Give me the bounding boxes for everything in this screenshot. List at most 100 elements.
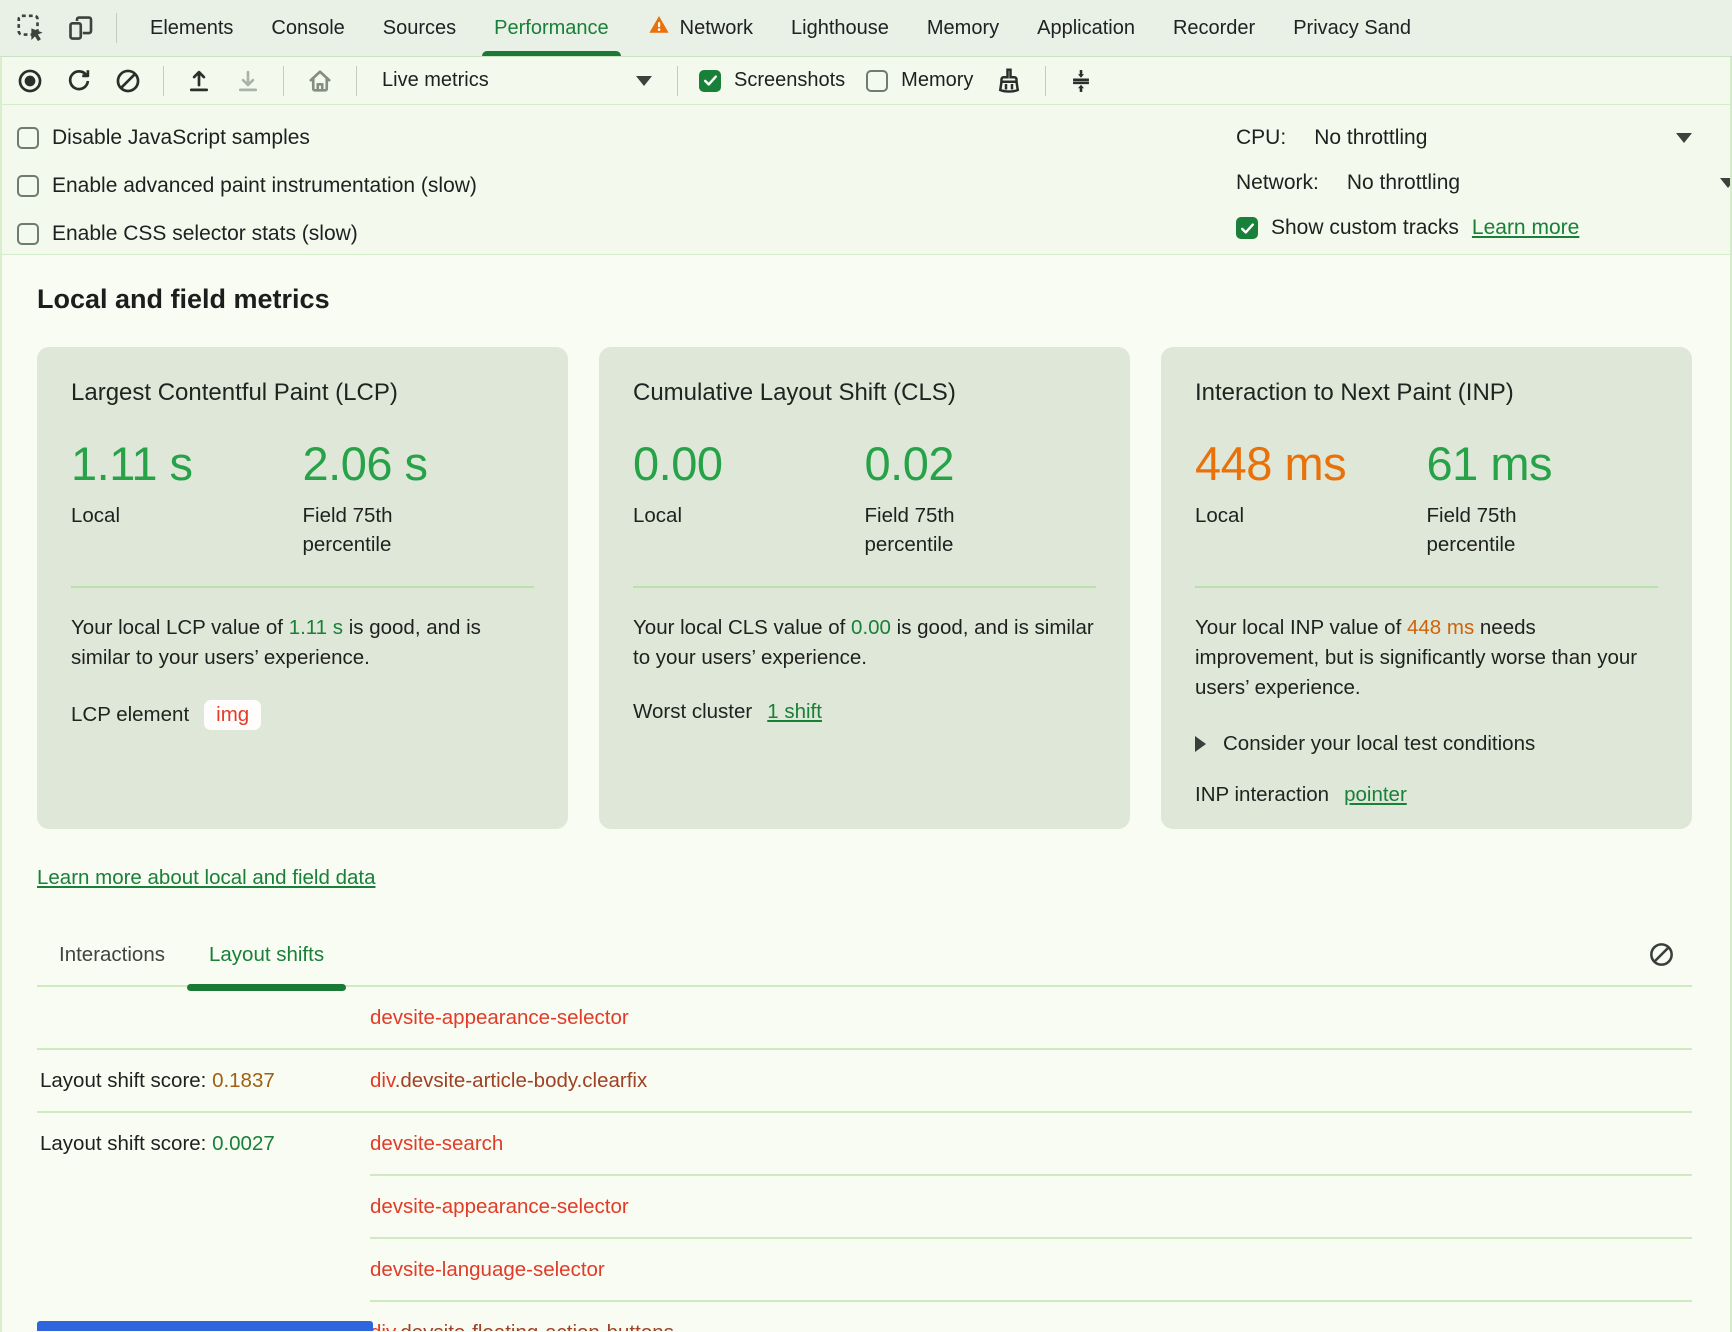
row-divider <box>37 1048 1692 1050</box>
lcp-values: 1.11 s Local 2.06 s Field 75th percentil… <box>71 436 534 559</box>
chevron-down-icon[interactable] <box>1676 133 1692 143</box>
layout-shift-row[interactable]: devsite-appearance-selector <box>37 1176 1692 1237</box>
devtools-tabbar: Elements Console Sources Performance Net… <box>0 0 1732 57</box>
node-cell: devsite-language-selector <box>370 1258 1692 1282</box>
tab-privacy-sandbox[interactable]: Privacy Sand <box>1274 0 1430 56</box>
desc-text: is good, and is similar to your users’ e… <box>71 616 481 670</box>
tab-interactions[interactable]: Interactions <box>59 942 165 966</box>
chevron-down-icon[interactable] <box>1720 178 1730 188</box>
metric-cards: Largest Contentful Paint (LCP) 1.11 s Lo… <box>37 347 1692 829</box>
row-divider <box>370 1300 1692 1302</box>
tab-label: Application <box>1037 16 1135 39</box>
memory-checkbox[interactable] <box>866 69 889 92</box>
custom-tracks-toggle[interactable]: Show custom tracks Learn more <box>1236 216 1730 240</box>
tab-elements[interactable]: Elements <box>131 0 252 56</box>
local-test-conditions-disclosure[interactable]: Consider your local test conditions <box>1195 732 1658 756</box>
node-link[interactable]: devsite-language-selector <box>370 1257 605 1281</box>
memory-label: Memory <box>901 69 974 91</box>
memory-toggle[interactable]: Memory <box>866 69 973 92</box>
node-link[interactable]: .devsite-article-body.clearfix <box>394 1068 648 1092</box>
worst-cluster-link[interactable]: 1 shift <box>767 700 822 724</box>
node-link[interactable]: .devsite-floating-action-buttons <box>395 1321 674 1332</box>
inp-values: 448 ms Local 61 ms Field 75th percentile <box>1195 436 1658 559</box>
row-divider <box>370 1237 1692 1239</box>
advanced-paint-checkbox[interactable] <box>17 175 39 197</box>
node-link[interactable]: div <box>370 1321 395 1332</box>
page-title: Local and field metrics <box>37 284 330 314</box>
tab-sources[interactable]: Sources <box>364 0 475 56</box>
capture-settings: Disable JavaScript samples Enable advanc… <box>2 105 1730 255</box>
lcp-element-chip[interactable]: img <box>204 700 262 731</box>
tab-lighthouse[interactable]: Lighthouse <box>772 0 908 56</box>
clear-log-icon[interactable] <box>1647 940 1676 969</box>
log-tabs: Interactions Layout shifts <box>37 940 1692 991</box>
network-throttling-row: Network: No throttling <box>1236 171 1730 195</box>
disable-js-samples-toggle[interactable]: Disable JavaScript samples <box>17 126 1236 150</box>
tab-performance[interactable]: Performance <box>475 0 628 56</box>
desc-text: needs improvement, but is significantly … <box>1195 616 1638 700</box>
tabbar-icon-group <box>0 0 131 56</box>
field-label: Field 75th percentile <box>1426 504 1517 556</box>
tab-recorder[interactable]: Recorder <box>1154 0 1274 56</box>
tab-application[interactable]: Application <box>1018 0 1154 56</box>
tab-layout-shifts[interactable]: Layout shifts <box>186 942 347 991</box>
inspect-element-icon[interactable] <box>16 13 46 43</box>
performance-panel: Live metrics Screenshots Memory <box>0 57 1732 1332</box>
layout-shift-row[interactable]: Layout shift score: 0.0027 devsite-searc… <box>37 1113 1692 1174</box>
collapse-shortcuts-icon[interactable] <box>1067 67 1095 95</box>
node-link[interactable]: devsite-search <box>370 1131 504 1155</box>
tab-label: Sources <box>382 16 457 39</box>
panel-tabs: Elements Console Sources Performance Net… <box>131 0 1732 56</box>
inp-interaction-link[interactable]: pointer <box>1344 783 1407 807</box>
gc-broom-icon[interactable] <box>994 66 1024 96</box>
selected-row-partial[interactable] <box>37 1321 373 1331</box>
custom-tracks-checkbox[interactable] <box>1236 217 1258 239</box>
lcp-inline-value: 1.11 s <box>288 616 344 640</box>
tab-network[interactable]: Network <box>628 0 772 56</box>
reload-record-icon[interactable] <box>65 67 93 95</box>
tab-console[interactable]: Console <box>252 0 363 56</box>
checkbox-label: Disable JavaScript samples <box>52 126 310 149</box>
cls-field-col: 0.02 Field 75th percentile <box>865 436 1097 559</box>
network-label: Network: <box>1236 171 1319 194</box>
cpu-throttling-select[interactable]: No throttling <box>1314 126 1428 149</box>
card-divider <box>633 586 1096 589</box>
node-link[interactable]: div <box>370 1068 395 1092</box>
lcp-local-value: 1.11 s <box>71 437 193 490</box>
record-icon[interactable] <box>16 67 44 95</box>
score-value: 0.0027 <box>212 1131 275 1155</box>
divider <box>1045 65 1047 96</box>
layout-shift-row[interactable]: Layout shift score: 0.1837 div.devsite-a… <box>37 1050 1692 1111</box>
css-selector-stats-checkbox[interactable] <box>17 223 39 245</box>
tab-memory[interactable]: Memory <box>908 0 1018 56</box>
worst-cluster-label: Worst cluster <box>633 700 753 724</box>
layout-shift-row[interactable]: div.devsite-floating-action-buttons <box>37 1302 1692 1332</box>
screenshots-toggle[interactable]: Screenshots <box>699 69 845 92</box>
custom-tracks-learn-more-link[interactable]: Learn more <box>1471 216 1580 239</box>
row-divider <box>37 1111 1692 1113</box>
home-icon[interactable] <box>305 66 335 96</box>
node-cell: devsite-search <box>370 1132 1692 1156</box>
view-mode-select[interactable]: Live metrics <box>378 67 656 94</box>
clear-icon[interactable] <box>114 67 142 95</box>
node-link[interactable]: devsite-appearance-selector <box>370 1005 629 1029</box>
advanced-paint-toggle[interactable]: Enable advanced paint instrumentation (s… <box>17 174 1236 198</box>
field-data-learn-more-link[interactable]: Learn more about local and field data <box>37 866 376 889</box>
css-selector-stats-toggle[interactable]: Enable CSS selector stats (slow) <box>17 222 1236 246</box>
tab-label: Console <box>271 16 345 39</box>
screenshots-checkbox[interactable] <box>699 69 721 92</box>
upload-profile-icon[interactable] <box>185 67 213 95</box>
lcp-card-title: Largest Contentful Paint (LCP) <box>71 379 398 406</box>
download-profile-icon[interactable] <box>234 67 262 95</box>
field-label: Field 75th percentile <box>302 504 393 556</box>
disable-js-samples-checkbox[interactable] <box>17 127 39 149</box>
layout-shift-row[interactable]: devsite-language-selector <box>37 1239 1692 1300</box>
card-divider <box>1195 586 1658 589</box>
device-toolbar-icon[interactable] <box>66 13 96 43</box>
tab-label: Performance <box>494 16 609 39</box>
network-throttling-select[interactable]: No throttling <box>1346 171 1461 194</box>
node-cell: devsite-appearance-selector <box>370 1006 1692 1030</box>
node-link[interactable]: devsite-appearance-selector <box>370 1194 629 1218</box>
score-cell: Layout shift score: 0.1837 <box>37 1069 370 1093</box>
layout-shift-row[interactable]: devsite-appearance-selector <box>37 987 1692 1048</box>
